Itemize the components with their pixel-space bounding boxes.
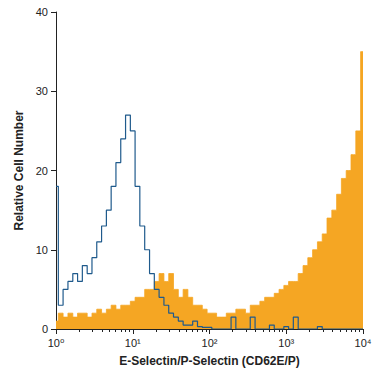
svg-text:10¹: 10¹ xyxy=(125,337,141,349)
svg-text:20: 20 xyxy=(36,165,48,177)
svg-text:Relative Cell Number: Relative Cell Number xyxy=(12,110,26,230)
svg-text:30: 30 xyxy=(36,85,48,97)
svg-text:10³: 10³ xyxy=(278,337,294,349)
svg-text:0: 0 xyxy=(42,323,48,335)
svg-text:10⁴: 10⁴ xyxy=(355,337,372,349)
svg-text:E-Selectin/P-Selectin (CD62E/P: E-Selectin/P-Selectin (CD62E/P) xyxy=(119,354,300,368)
svg-text:10⁰: 10⁰ xyxy=(48,337,65,349)
svg-text:10: 10 xyxy=(36,244,48,256)
svg-text:10²: 10² xyxy=(202,337,218,349)
svg-text:40: 40 xyxy=(36,6,48,18)
